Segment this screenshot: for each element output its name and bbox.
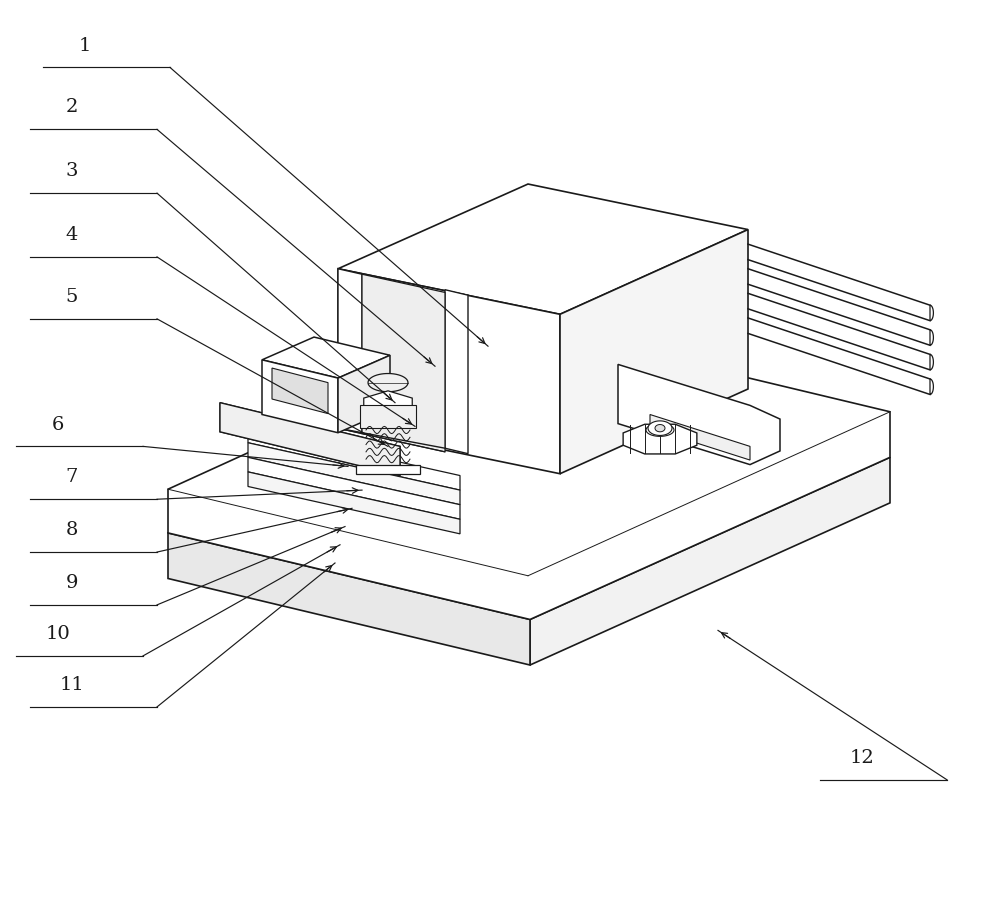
Polygon shape <box>362 274 445 452</box>
Polygon shape <box>655 425 665 432</box>
Text: 6: 6 <box>52 415 64 434</box>
Polygon shape <box>248 428 460 490</box>
Text: 9: 9 <box>66 574 78 592</box>
Polygon shape <box>262 360 338 433</box>
Text: 4: 4 <box>66 226 78 244</box>
Text: 11: 11 <box>60 676 84 694</box>
Polygon shape <box>530 457 890 665</box>
Polygon shape <box>930 354 933 370</box>
Polygon shape <box>338 184 748 314</box>
Polygon shape <box>618 364 780 465</box>
Polygon shape <box>248 457 460 519</box>
Polygon shape <box>646 424 674 436</box>
Polygon shape <box>168 533 530 665</box>
Polygon shape <box>168 325 890 619</box>
Polygon shape <box>248 443 460 505</box>
Polygon shape <box>648 421 672 435</box>
Polygon shape <box>930 305 933 321</box>
Polygon shape <box>272 368 328 414</box>
Polygon shape <box>445 290 468 454</box>
Polygon shape <box>368 374 408 392</box>
Text: 5: 5 <box>66 288 78 306</box>
Polygon shape <box>338 269 362 434</box>
Polygon shape <box>338 269 560 474</box>
Polygon shape <box>248 472 460 534</box>
Polygon shape <box>220 403 400 476</box>
Text: 7: 7 <box>66 468 78 486</box>
Polygon shape <box>356 465 420 474</box>
Polygon shape <box>560 230 748 474</box>
Polygon shape <box>338 355 390 433</box>
Text: 12: 12 <box>850 749 874 767</box>
Text: 10: 10 <box>46 625 70 643</box>
Polygon shape <box>623 425 697 454</box>
Polygon shape <box>360 405 416 428</box>
Text: 8: 8 <box>66 521 78 539</box>
Polygon shape <box>930 379 933 394</box>
Text: 3: 3 <box>66 162 78 180</box>
Polygon shape <box>220 403 400 476</box>
Polygon shape <box>930 330 933 345</box>
Polygon shape <box>364 391 412 420</box>
Polygon shape <box>650 415 750 460</box>
Text: 1: 1 <box>79 36 91 55</box>
Text: 2: 2 <box>66 98 78 117</box>
Polygon shape <box>262 337 390 378</box>
